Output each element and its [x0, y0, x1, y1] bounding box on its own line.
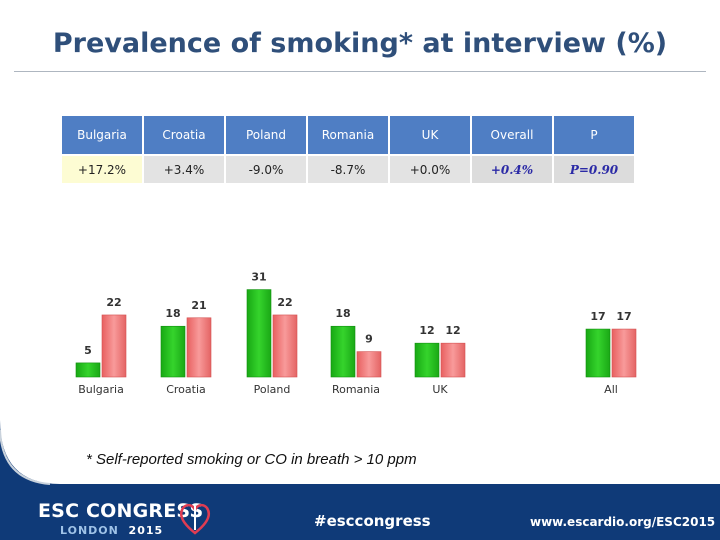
bar-romania-green — [330, 325, 356, 378]
data-label-bulgaria-green: 5 — [84, 344, 92, 357]
data-label-romania-red: 9 — [365, 333, 373, 346]
cell-bulgaria: +17.2% — [62, 156, 142, 183]
category-label-all: All — [604, 383, 618, 396]
cell-poland: -9.0% — [226, 156, 306, 183]
cell-overall: +0.4% — [472, 156, 552, 183]
data-label-romania-green: 18 — [335, 307, 350, 320]
bar-all-green — [585, 328, 611, 378]
bar-bulgaria-green — [75, 362, 101, 378]
bar-poland-green — [246, 289, 272, 378]
category-label-uk: UK — [432, 383, 448, 396]
header-bulgaria: Bulgaria — [62, 116, 142, 154]
header-poland: Poland — [226, 116, 306, 154]
cell-romania: -8.7% — [308, 156, 388, 183]
footer-hashtag: #esccongress — [314, 512, 431, 530]
table-header-row: Bulgaria Croatia Poland Romania UK Overa… — [62, 116, 634, 154]
category-label-bulgaria: Bulgaria — [78, 383, 124, 396]
congress-year: 2015 — [128, 524, 164, 537]
bar-uk-red — [440, 342, 466, 378]
congress-brand: ESC CONGRESS — [38, 500, 204, 522]
data-label-all-red: 17 — [616, 310, 631, 323]
data-label-poland-red: 22 — [277, 296, 292, 309]
title-divider — [14, 71, 706, 72]
bar-bulgaria-red — [101, 314, 127, 378]
slide-title: Prevalence of smoking* at interview (%) — [52, 28, 668, 59]
cell-p: P=0.90 — [554, 156, 634, 183]
header-p: P — [554, 116, 634, 154]
category-label-croatia: Croatia — [166, 383, 206, 396]
bar-all-red — [611, 328, 637, 378]
header-uk: UK — [390, 116, 470, 154]
data-label-croatia-red: 21 — [191, 299, 206, 312]
header-croatia: Croatia — [144, 116, 224, 154]
change-table: Bulgaria Croatia Poland Romania UK Overa… — [60, 114, 636, 185]
category-label-poland: Poland — [254, 383, 291, 396]
bar-croatia-red — [186, 317, 212, 378]
category-label-romania: Romania — [332, 383, 380, 396]
congress-city: LONDON — [60, 524, 119, 537]
header-romania: Romania — [308, 116, 388, 154]
data-label-uk-red: 12 — [445, 324, 460, 337]
bar-chart: 5 22 Bulgaria 18 21 Croatia 31 22 Poland 18 9 Roman… — [75, 271, 637, 396]
esc-heart-logo-icon — [179, 503, 211, 535]
footer-website: www.escardio.org/ESC2015 — [530, 515, 716, 529]
data-label-uk-green: 12 — [419, 324, 434, 337]
data-label-poland-green: 31 — [251, 271, 266, 284]
cell-uk: +0.0% — [390, 156, 470, 183]
data-label-bulgaria-red: 22 — [106, 296, 121, 309]
header-overall: Overall — [472, 116, 552, 154]
bar-romania-red — [356, 351, 382, 378]
cell-croatia: +3.4% — [144, 156, 224, 183]
bar-croatia-green — [160, 325, 186, 378]
table-row: +17.2% +3.4% -9.0% -8.7% +0.0% +0.4% P=0… — [62, 156, 634, 183]
data-label-all-green: 17 — [590, 310, 605, 323]
congress-location: LONDON 2015 — [60, 524, 163, 537]
data-label-croatia-green: 18 — [165, 307, 180, 320]
footnote: * Self-reported smoking or CO in breath … — [86, 451, 417, 468]
bar-poland-red — [272, 314, 298, 378]
bar-uk-green — [414, 342, 440, 378]
